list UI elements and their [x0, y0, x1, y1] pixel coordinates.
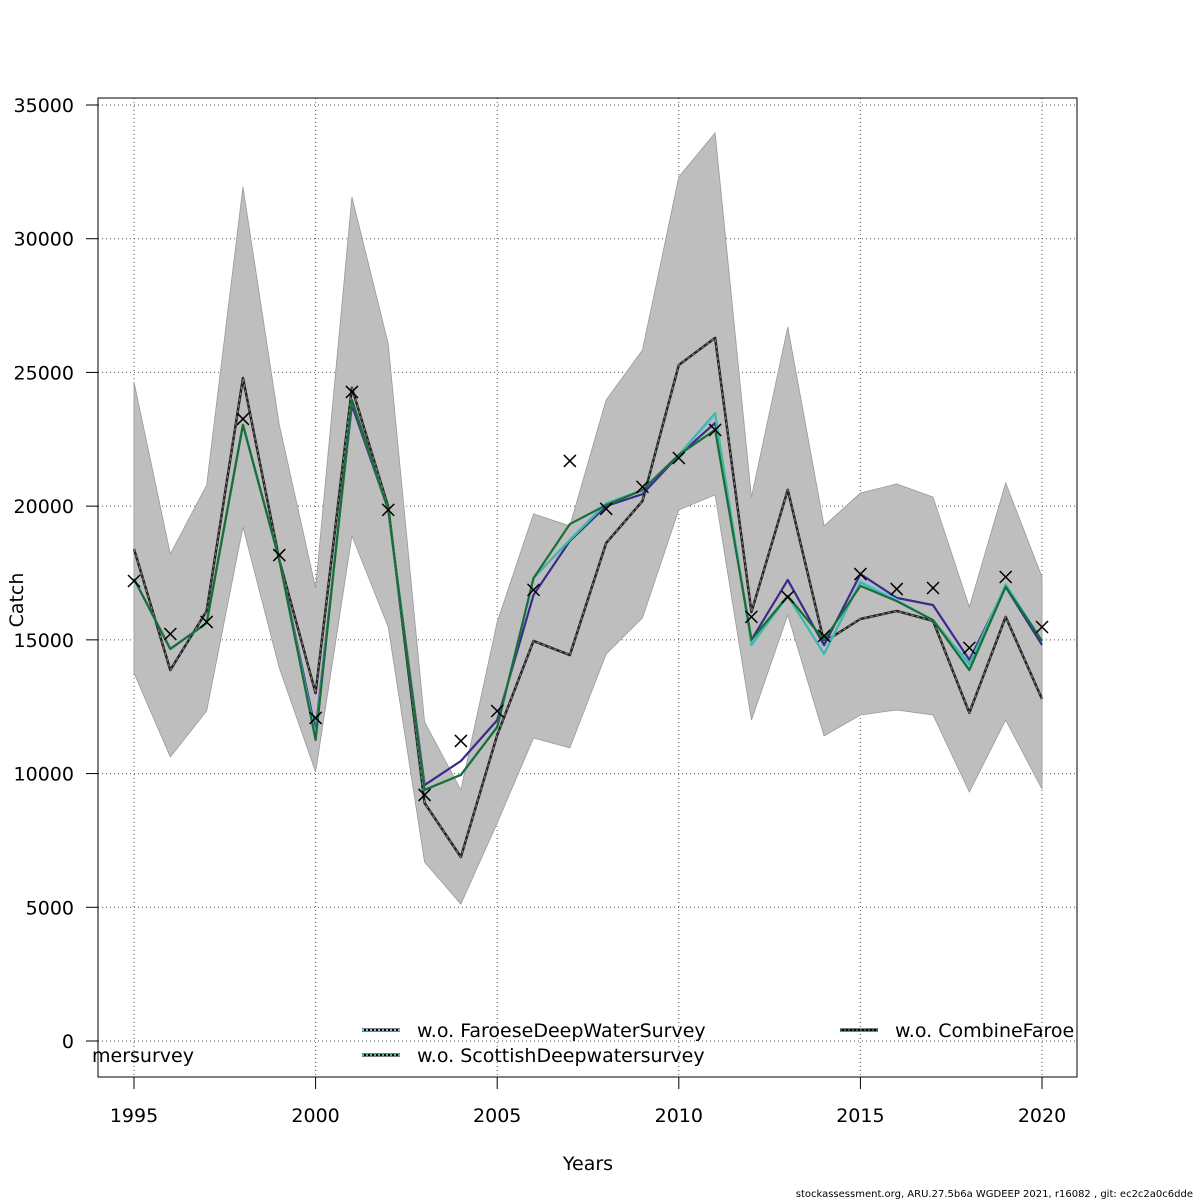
retro-series-line-3 [133, 398, 1043, 791]
observed-point [962, 641, 976, 655]
x-tick-label: 2010 [655, 1105, 703, 1127]
observed-point [999, 570, 1013, 584]
legend-label: mersurvey [92, 1045, 194, 1067]
y-tick-label: 20000 [14, 496, 74, 518]
observed-point [418, 788, 432, 802]
legend-label: w.o. ScottishDeepwatersurvey [417, 1045, 705, 1067]
y-tick-label: 0 [62, 1031, 74, 1053]
observed-point [1035, 620, 1049, 634]
observed-x-stroke [563, 454, 577, 468]
observed-x-stroke [672, 451, 686, 465]
observed-x-stroke [309, 711, 323, 725]
observed-point [309, 711, 323, 725]
observed-x-stroke [635, 480, 650, 494]
x-axis-title: Years [562, 1153, 613, 1175]
legend-label: w.o. CombineFaroe [895, 1020, 1074, 1042]
observed-point [490, 704, 504, 718]
observed-x-stroke [817, 629, 831, 643]
axes: 1995 2000 2005 2010 2015 2020 0 5000 10000 15000 2… [14, 95, 1067, 1127]
observed-x-stroke [345, 385, 359, 399]
estimate-line [132, 336, 1044, 859]
observed-point [599, 502, 613, 516]
observed-point [272, 548, 286, 562]
observed-point [200, 615, 214, 629]
observed-x-stroke [454, 734, 468, 748]
observed-point [744, 610, 758, 624]
observed-x-stroke [236, 412, 250, 426]
footer-credit: stockassessment.org, ARU.27.5b6a WGDEEP … [796, 1189, 1193, 1200]
observed-point [817, 629, 831, 643]
y-tick-label: 15000 [14, 630, 74, 652]
observed-x-stroke [926, 581, 940, 595]
confidence-band [133, 131, 1043, 905]
observed-point [926, 581, 940, 595]
observed-x-stroke [781, 590, 795, 604]
observed-x-stroke [490, 704, 504, 718]
observed-point [853, 567, 867, 581]
observed-x-stroke [962, 641, 976, 655]
x-tick-label: 2015 [836, 1105, 884, 1127]
legend-label: w.o. FaroeseDeepWaterSurvey [417, 1020, 706, 1042]
y-tick-label: 25000 [14, 362, 74, 384]
x-tick-label: 2005 [473, 1105, 521, 1127]
y-tick-label: 35000 [14, 95, 74, 117]
observed-x-stroke [127, 574, 141, 588]
y-tick-label: 10000 [14, 764, 74, 786]
y-tick-label: 5000 [26, 897, 74, 919]
observed-x-stroke [272, 548, 286, 562]
legend-entries: mersurvey w.o. FaroeseDeepWaterSurvey w.o.… [92, 1020, 1074, 1067]
observed-x-stroke [708, 423, 722, 437]
observed-point [345, 385, 359, 399]
observed-x-stroke [890, 582, 904, 596]
observed-point [781, 590, 795, 604]
y-tick-label: 30000 [14, 229, 74, 251]
observed-point [890, 582, 904, 596]
observed-point [163, 627, 177, 641]
observed-x-stroke [853, 567, 867, 581]
observed-point [526, 583, 541, 597]
observed-point [635, 480, 650, 494]
observed-x-stroke [418, 788, 432, 802]
observed-x-stroke [1035, 620, 1049, 634]
legend: mersurvey w.o. FaroeseDeepWaterSurvey w.o.… [92, 1020, 1074, 1067]
plot-frame [97, 97, 1078, 1078]
observed-x-stroke [163, 627, 177, 641]
observed-point [563, 454, 577, 468]
observed-point [454, 734, 468, 748]
observed-point [708, 423, 722, 437]
x-tick-label: 2000 [291, 1105, 339, 1127]
observed-x-stroke [744, 610, 758, 624]
x-tick-label: 2020 [1018, 1105, 1066, 1127]
observed-x-stroke [200, 615, 214, 629]
plot-marks [127, 131, 1049, 905]
x-tick-label: 1995 [110, 1105, 158, 1127]
observed-point [672, 451, 686, 465]
observed-x-stroke [599, 502, 613, 516]
observed-point [381, 503, 395, 517]
observed-point [127, 574, 141, 588]
observed-x-stroke [381, 503, 395, 517]
y-axis-title: Catch [6, 573, 28, 628]
observed-x-stroke [526, 583, 541, 597]
observed-point [236, 412, 250, 426]
observed-x-stroke [999, 570, 1013, 584]
